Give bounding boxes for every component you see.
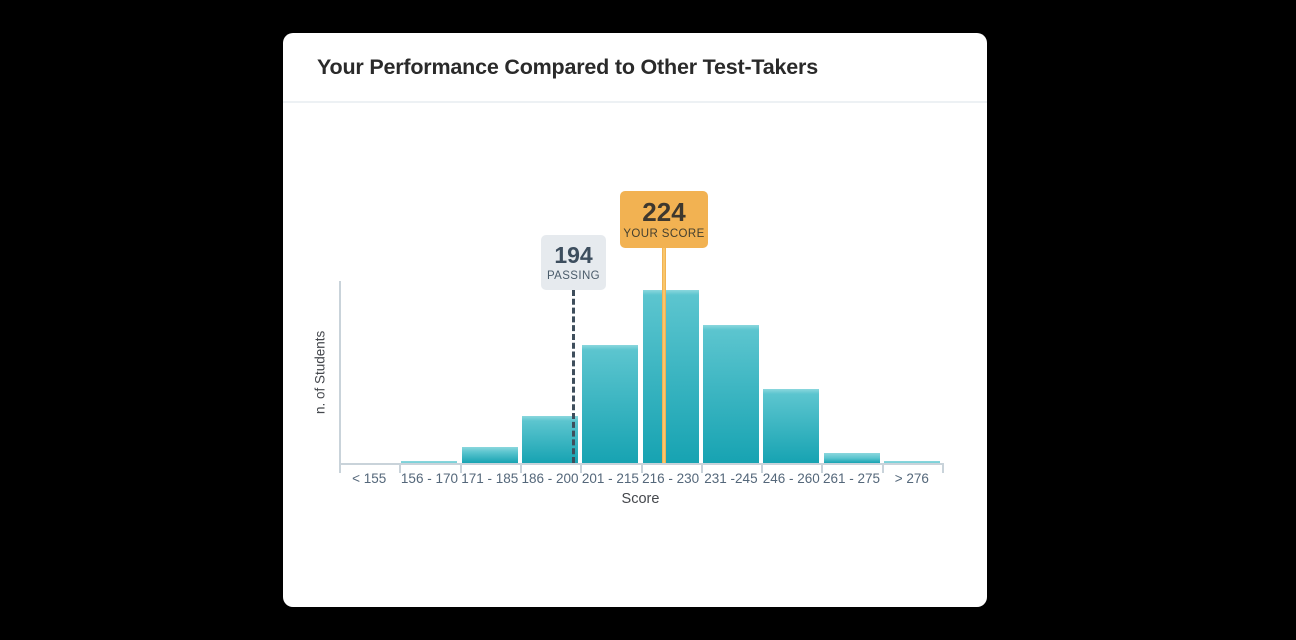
x-axis-tick-label: < 155 <box>352 471 387 486</box>
performance-card: Your Performance Compared to Other Test-… <box>283 33 987 607</box>
histogram-bar-cell <box>460 281 520 463</box>
x-axis-tick-label: 261 - 275 <box>823 471 881 486</box>
histogram-bar-cell <box>882 281 942 463</box>
histogram-bar <box>461 447 518 463</box>
your-score-marker-line <box>662 248 666 463</box>
x-axis-tick-label: 216 - 230 <box>642 471 700 486</box>
card-title: Your Performance Compared to Other Test-… <box>317 54 818 79</box>
histogram-bar <box>401 461 458 463</box>
histogram-bar-cell <box>580 281 640 463</box>
x-axis-tick <box>580 463 583 473</box>
your-score-value: 224 <box>642 196 686 227</box>
x-axis-tick <box>339 463 341 473</box>
histogram-bar-cell <box>701 281 761 463</box>
histogram-bar <box>582 345 639 463</box>
x-axis-tick <box>881 463 884 473</box>
x-axis-labels: < 155 156 - 170 171 - 185 186 - 200 201 - 21… <box>339 471 942 486</box>
histogram-bar-cell <box>821 281 881 463</box>
histogram-bars <box>339 281 942 463</box>
x-axis-tick-label: 246 - 260 <box>762 471 820 486</box>
your-score-label: YOUR SCORE <box>623 228 705 241</box>
x-axis-tick <box>399 463 402 473</box>
histogram-bar <box>702 324 759 463</box>
y-axis-title: n. of Students <box>312 330 328 414</box>
x-axis-tick-label: 171 - 185 <box>461 471 519 486</box>
histogram-bar <box>763 388 820 463</box>
x-axis-tick <box>459 463 462 473</box>
x-axis-tick-label: > 276 <box>894 471 929 486</box>
x-axis-tick <box>942 463 944 473</box>
x-axis-title: Score <box>621 491 660 507</box>
histogram-bar-cell <box>339 281 399 463</box>
passing-badge: 194 PASSING <box>541 235 606 290</box>
passing-marker-line <box>572 290 575 463</box>
y-axis <box>339 281 341 463</box>
histogram-bar <box>642 290 699 463</box>
histogram-bar <box>522 416 579 463</box>
performance-histogram: < 155 156 - 170 171 - 185 186 - 200 201 - 21… <box>283 33 987 607</box>
passing-score-value: 194 <box>554 242 593 269</box>
x-axis-tick <box>519 463 522 473</box>
x-axis-tick-label: 201 - 215 <box>581 471 639 486</box>
x-axis-tick <box>640 463 643 473</box>
histogram-bar-cell <box>399 281 459 463</box>
histogram-bar-cell <box>640 281 700 463</box>
x-axis-tick <box>761 463 764 473</box>
histogram-bar-cell <box>761 281 821 463</box>
x-axis-tick <box>700 463 703 473</box>
your-score-badge: 224 YOUR SCORE <box>620 191 708 248</box>
x-axis-tick-label: 156 - 170 <box>400 471 458 486</box>
card-header: Your Performance Compared to Other Test-… <box>283 33 987 103</box>
x-axis-tick-label: 231 -245 <box>704 471 758 486</box>
histogram-bar <box>883 461 940 463</box>
passing-score-label: PASSING <box>546 269 601 282</box>
x-axis-tick <box>821 463 824 473</box>
x-axis-tick-label: 186 - 200 <box>521 471 579 486</box>
histogram-bar-cell <box>520 281 580 463</box>
histogram-bar <box>823 452 880 463</box>
